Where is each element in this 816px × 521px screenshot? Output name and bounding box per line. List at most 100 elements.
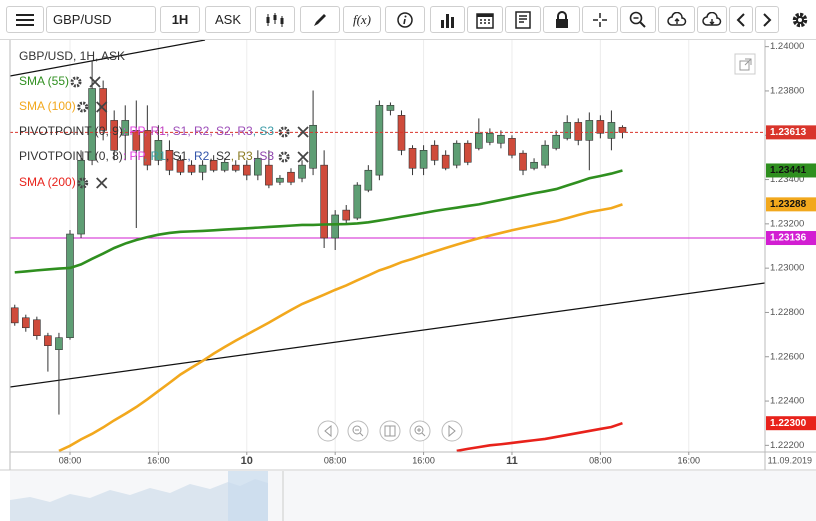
legend-icons[interactable] — [278, 126, 309, 138]
candle-body — [408, 148, 417, 169]
candle-body — [55, 337, 63, 350]
lock-button[interactable] — [543, 6, 580, 33]
candle-body — [486, 132, 494, 143]
candle-body — [497, 134, 505, 144]
legend-icons[interactable] — [77, 177, 108, 189]
x-tick-label: 10 — [241, 455, 253, 467]
candle-body — [209, 159, 218, 171]
price-tag — [766, 197, 816, 212]
price-tag — [766, 231, 816, 246]
remove-icon — [96, 177, 108, 189]
candle-body — [198, 164, 207, 173]
crosshair-button[interactable] — [582, 6, 618, 33]
y-tick-label: 1.24000 — [770, 41, 804, 52]
candle-body — [574, 122, 583, 141]
candle-body — [309, 124, 317, 169]
toolbar: GBP/USD 1H ASK f(x) — [0, 0, 816, 40]
download-button[interactable] — [697, 6, 727, 33]
y-tick-label: 1.22800 — [770, 307, 804, 318]
candle-body — [77, 159, 85, 235]
remove-icon — [89, 76, 101, 88]
zoom-in-button[interactable] — [409, 420, 431, 442]
x-tick-label: 16:00 — [677, 455, 700, 465]
expand-button[interactable] — [734, 53, 756, 75]
pivot-item: , S3 — [253, 149, 275, 163]
interval: 1H — [171, 12, 189, 27]
navigator[interactable] — [10, 471, 816, 521]
candle-body — [519, 152, 527, 171]
candle-body — [165, 150, 174, 171]
legend-entry: PIVOTPOINT (0, 9): PP, R1, S1, R2, S2, R… — [19, 124, 274, 138]
indicators-button[interactable]: f(x) — [343, 6, 381, 33]
candle-body — [563, 122, 572, 139]
candle-body — [607, 122, 616, 139]
pivot-item: , S1 — [166, 149, 188, 163]
candle-body — [475, 132, 483, 149]
chart-type-button[interactable] — [255, 6, 295, 33]
candle-body — [585, 120, 594, 141]
pivot-item: , S1 — [166, 124, 188, 138]
candle-body — [386, 105, 395, 111]
symbol-select[interactable]: GBP/USD — [46, 6, 156, 33]
settings-icon — [70, 76, 82, 88]
x-tick-label: 08:00 — [589, 455, 612, 465]
candle-body — [88, 88, 96, 161]
candle-body — [353, 184, 362, 219]
legend-entry: PIVOTPOINT (0, 8): PP, R1, S1, R2, S2, R… — [19, 149, 274, 163]
candle-body — [154, 140, 163, 161]
price-tag-label: 1.23136 — [770, 233, 807, 244]
y-tick-label: 1.23200 — [770, 218, 804, 229]
candle-body — [176, 159, 185, 173]
date-label: 11.09.2019 — [768, 455, 812, 465]
forward-button[interactable] — [755, 6, 779, 33]
pivot-item: , R3 — [231, 149, 253, 163]
candle-body — [132, 130, 141, 151]
zoom-out-button[interactable] — [347, 420, 369, 442]
price-type: ASK — [214, 12, 241, 27]
legend-icons[interactable] — [77, 101, 108, 113]
legend-entry: SMA (100) — [19, 99, 76, 113]
scroll-left-button[interactable] — [317, 420, 339, 442]
candle-body — [364, 169, 373, 191]
candle-body — [452, 142, 461, 166]
reset-button[interactable] — [379, 420, 401, 442]
back-button[interactable] — [729, 6, 753, 33]
price-tag — [766, 416, 816, 431]
calendar-button[interactable] — [467, 6, 503, 33]
settings-icon — [77, 177, 89, 189]
menu-button[interactable] — [6, 6, 44, 33]
pivot-name: PIVOTPOINT (0, 8) — [19, 149, 123, 163]
legend-icons[interactable] — [278, 151, 309, 163]
zoom-button[interactable] — [620, 6, 656, 33]
scroll-right-button[interactable] — [441, 420, 463, 442]
candle-body — [419, 150, 428, 169]
draw-button[interactable] — [300, 6, 340, 33]
pivot-item: : PP — [123, 124, 146, 138]
x-tick-label: 16:00 — [412, 455, 435, 465]
volume-button[interactable] — [430, 6, 465, 33]
news-button[interactable] — [505, 6, 541, 33]
price-type-button[interactable]: ASK — [205, 6, 251, 33]
candle-body — [10, 307, 19, 324]
candle-body — [44, 335, 52, 346]
legend-entry: SMA (55) — [19, 74, 69, 88]
candle-body — [618, 126, 627, 133]
y-tick-label: 1.22400 — [770, 396, 804, 407]
x-tick-label: 08:00 — [324, 455, 347, 465]
info-button[interactable] — [385, 6, 425, 33]
navigator-window[interactable] — [228, 471, 268, 521]
upload-button[interactable] — [658, 6, 695, 33]
interval-button[interactable]: 1H — [160, 6, 200, 33]
candle-body — [143, 130, 152, 166]
candle-body — [66, 233, 74, 339]
candle-body — [276, 177, 284, 183]
candle-body — [254, 157, 262, 176]
y-tick-label: 1.22200 — [770, 440, 804, 451]
settings-button[interactable] — [786, 6, 814, 33]
candle-body — [121, 120, 130, 136]
legend-icons[interactable] — [70, 76, 101, 88]
candle-body — [33, 319, 41, 337]
candle-body — [331, 214, 339, 239]
